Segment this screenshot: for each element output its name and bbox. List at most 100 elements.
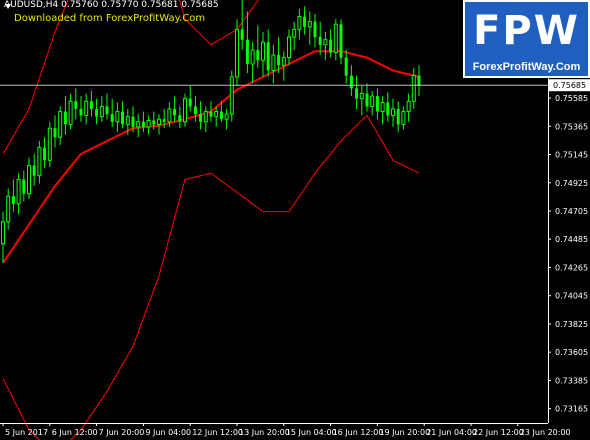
candle-body-bull: [47, 127, 52, 161]
candle-body-bear: [417, 75, 421, 86]
y-tick-label: 0.74705: [555, 207, 588, 216]
logo-letters: FPW: [473, 8, 580, 54]
y-tick-label: 0.74045: [555, 292, 588, 301]
candles: [1, 0, 421, 263]
candle-body-bear: [173, 108, 177, 116]
candle-body-bear: [188, 98, 192, 107]
candle-body-bear: [313, 21, 317, 38]
candle-body-bull: [323, 39, 328, 46]
candle-body-bear: [365, 93, 369, 107]
candle-body-bear: [396, 108, 400, 125]
candle-body-bear: [63, 111, 67, 125]
y-tick-label: 0.74485: [555, 235, 588, 244]
candle-body-bull: [37, 146, 42, 177]
candle-body-bear: [105, 106, 109, 115]
candle-body-bull: [401, 111, 406, 125]
candle-body-bull: [370, 95, 375, 107]
candle-body-bear: [141, 121, 145, 127]
x-tick-label: 15 Jun 04:00: [286, 428, 337, 437]
candle-body-bear: [74, 101, 78, 109]
candle-body-bull: [261, 41, 265, 61]
candle-body-bull: [58, 111, 63, 138]
x-tick-label: 9 Jun 04:00: [145, 428, 191, 437]
candle-body-bear: [209, 111, 213, 117]
candle-body-bull: [27, 164, 31, 195]
candle-body-bull: [411, 75, 416, 102]
candle-body-bear: [53, 128, 57, 138]
candle-body-bear: [199, 114, 203, 122]
candle-body-bull: [271, 54, 276, 71]
candle-body-bull: [307, 21, 312, 28]
candle-body-bear: [386, 102, 390, 116]
candle-body-bull: [297, 16, 302, 30]
candle-body-bull: [167, 108, 172, 123]
logo-box: FPW ForexProfitWay.Com: [465, 2, 588, 76]
y-tick-label: 0.74265: [555, 263, 588, 272]
y-tick-label: 0.74925: [555, 179, 588, 188]
candle-body-bull: [224, 113, 229, 120]
candle-body-bull: [391, 108, 395, 116]
candle-body-bull: [6, 195, 11, 223]
candle-body-bear: [349, 75, 353, 89]
candle-body-bull: [250, 49, 255, 65]
candle-body-bear: [219, 111, 223, 120]
download-note: Downloaded from ForexProfitWay.Com: [14, 13, 206, 24]
candle-body-bull: [68, 100, 73, 125]
candle-body-bull: [235, 28, 239, 78]
candle-body-bull: [406, 100, 411, 113]
candle-body-bull: [157, 118, 161, 125]
candle-body-bull: [99, 105, 104, 118]
symbol-header: AUDUSD,H4 0.75760 0.75770 0.75681 0.7568…: [4, 0, 219, 10]
x-tick-label: 21 Jun 04:00: [426, 428, 477, 437]
candle-body-bear: [375, 96, 379, 112]
candle-body-bear: [152, 120, 156, 125]
candle-body-bear: [339, 24, 343, 58]
candle-body-bear: [131, 116, 135, 127]
candle-body-bull: [1, 221, 5, 245]
lower-band-line: [2, 114, 420, 440]
current-price-label: 0.75685: [553, 81, 586, 90]
candle-body-bull: [214, 111, 219, 118]
candle-body-bear: [318, 37, 322, 45]
y-tick-label: 0.73385: [555, 376, 588, 385]
candle-body-bull: [84, 100, 89, 116]
current-price-tag: [549, 79, 590, 92]
y-tick-label: 0.73605: [555, 348, 588, 357]
upper-band-line: [2, 0, 259, 155]
x-tick-label: 23 Jun 20:00: [520, 428, 571, 437]
candle-body-bear: [178, 115, 182, 122]
candle-body-bear: [344, 57, 348, 76]
candle-body-bear: [79, 108, 83, 116]
candle-body-bear: [162, 119, 166, 122]
x-tick-label: 12 Jun 12:00: [192, 428, 243, 437]
candle-body-bear: [256, 49, 260, 61]
candle-body-bull: [146, 120, 151, 128]
candle-body-bull: [16, 179, 21, 205]
candle-body-bear: [355, 88, 359, 99]
candle-body-bull: [203, 111, 208, 123]
candle-body-bear: [110, 114, 114, 122]
candle-body-bull: [115, 111, 120, 123]
candle-body-bull: [281, 57, 286, 66]
candle-body-bull: [183, 98, 187, 123]
candle-body-bear: [245, 39, 249, 65]
x-tick-label: 6 Jun 12:00: [52, 428, 98, 437]
candle-body-bull: [359, 93, 364, 100]
candle-body-bear: [95, 108, 99, 117]
candle-body-bear: [277, 55, 281, 66]
x-tick-label: 7 Jun 20:00: [99, 428, 145, 437]
candle-body-bear: [43, 147, 47, 161]
dropdown-triangle-icon[interactable]: [5, 4, 11, 9]
y-tick-label: 0.75585: [555, 94, 588, 103]
candle-body-bear: [22, 179, 26, 194]
brand-logo: FPW ForexProfitWay.Com: [463, 0, 590, 78]
x-tick-label: 5 Jun 2017: [5, 428, 48, 437]
candle-body-bull: [287, 36, 291, 59]
candle-body-bear: [32, 165, 36, 176]
y-tick-label: 0.73165: [555, 405, 588, 414]
y-tick-label: 0.75145: [555, 151, 588, 160]
candle-body-bear: [303, 16, 307, 27]
candle-body-bear: [266, 42, 270, 71]
